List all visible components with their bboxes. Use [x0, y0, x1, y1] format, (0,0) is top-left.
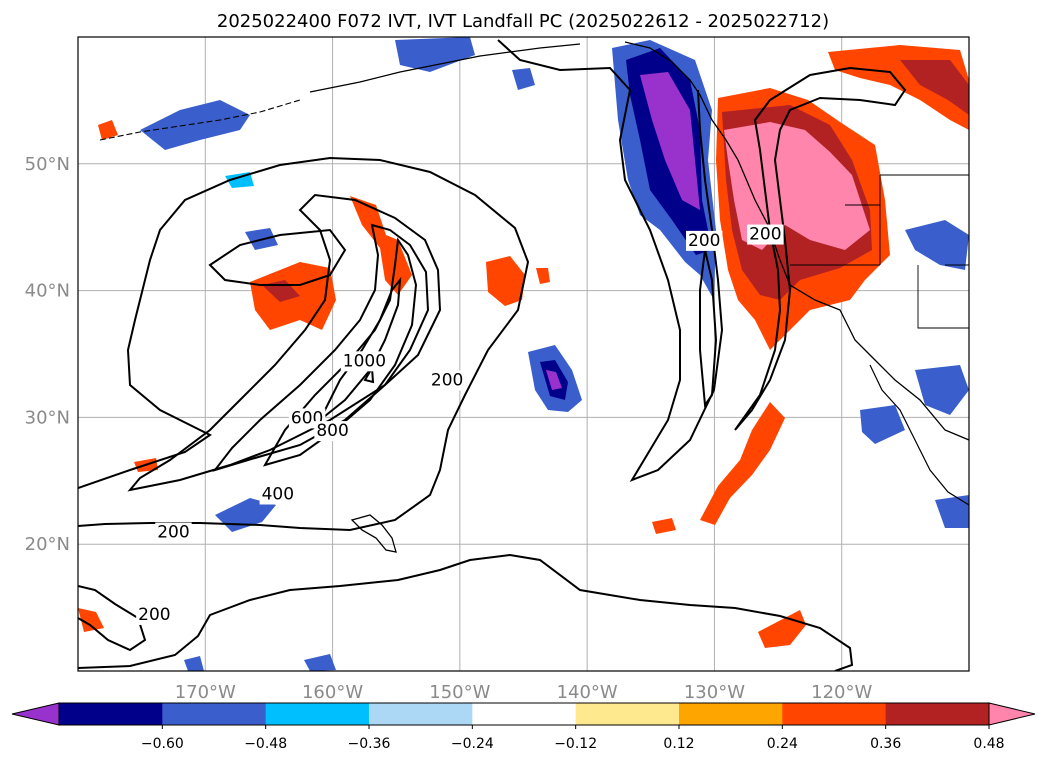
colorbar-tick-label-2: −0.36	[348, 736, 391, 752]
x-axis-ticks: 170°W 160°W 150°W 140°W 130°W 120°W	[175, 682, 873, 703]
colorbar-tick-label-3: −0.24	[451, 736, 494, 752]
colorbar-tick-label-6: 0.24	[767, 736, 798, 752]
positive-blob-9	[78, 608, 104, 632]
colorbar: −0.60 −0.48 −0.36 −0.24 −0.12 0.12 0.24 0.36 0.4…	[11, 702, 1036, 752]
contour-label-bg-1	[259, 484, 297, 505]
positive-blob-8	[98, 120, 118, 140]
contour-label-6: 200	[138, 605, 170, 625]
colorbar-swatch-0	[59, 703, 163, 725]
y-axis-ticks: 20°N 30°N 40°N 50°N	[25, 154, 70, 555]
coastline-baja	[869, 364, 969, 506]
x-tick-label-4: 130°W	[684, 682, 745, 703]
contour-label-bg-0	[155, 522, 192, 543]
ivt-contour-1000-inner	[363, 364, 375, 384]
contour-label-1: 400	[262, 484, 294, 504]
y-tick-label-0: 20°N	[25, 534, 70, 555]
contour-label-bg-3	[314, 421, 351, 442]
negative-blob-7	[935, 495, 969, 528]
positive-blob-2	[350, 196, 412, 295]
negative-blob-5	[915, 365, 969, 415]
contour-label-bg-7	[686, 230, 723, 251]
negative-blob-9	[512, 68, 535, 90]
colorbar-extend-min	[11, 702, 60, 726]
negative-blob-13	[184, 656, 204, 671]
ivt-contour-200-east-tongue	[699, 249, 718, 408]
negative-peak-pnw	[640, 72, 700, 210]
colorbar-tick-label-0: −0.60	[141, 736, 184, 752]
colorbar-swatch-1	[162, 703, 267, 725]
ivt-contour-800	[262, 237, 418, 467]
contour-label-7: 200	[688, 231, 720, 251]
colorbar-swatch-4	[472, 703, 577, 725]
positive-blob-4	[536, 268, 550, 284]
chart-title: 2025022400 F072 IVT, IVT Landfall PC (20…	[217, 11, 829, 32]
colorbar-tick-label-1: −0.48	[244, 736, 287, 752]
ivt-contour-200-east-arc	[497, 39, 724, 482]
colorbar-swatch-2	[265, 703, 370, 725]
contour-label-4: 1000	[343, 351, 386, 371]
ivt-contour-200-left	[208, 228, 347, 286]
contour-label-3: 800	[316, 421, 348, 441]
x-tick-label-1: 160°W	[302, 682, 363, 703]
contour-label-bg-5	[428, 370, 466, 391]
colorbar-tick-label-8: 0.48	[973, 736, 1004, 752]
coastline-alaska	[309, 43, 581, 93]
x-tick-label-3: 140°W	[557, 682, 618, 703]
colorbar-swatch-7	[782, 703, 887, 725]
colorbar-frame	[58, 702, 990, 726]
map-frame	[77, 36, 970, 672]
positive-core-north	[900, 60, 969, 115]
ivt-contour-200-south	[78, 553, 854, 671]
positive-blob-6	[652, 518, 676, 534]
negative-blob-2	[140, 100, 250, 150]
negative-blob-1-peak	[546, 370, 562, 390]
contour-label-8: 200	[749, 225, 781, 245]
state-borders	[790, 174, 969, 329]
contour-label-5: 200	[431, 370, 463, 390]
ivt-contour-200-west	[78, 156, 530, 532]
contour-label-bg-8	[747, 224, 784, 245]
positive-blob-5	[700, 402, 785, 525]
colorbar-swatch-5	[575, 703, 680, 725]
coastline-aleutians	[99, 99, 301, 141]
ivt-contour-200-southwest	[78, 585, 147, 652]
x-tick-label-2: 150°W	[429, 682, 490, 703]
y-tick-label-2: 40°N	[25, 281, 70, 302]
x-tick-label-5: 120°W	[811, 682, 872, 703]
colorbar-tick-label-5: 0.12	[663, 736, 694, 752]
positive-blob-3	[486, 256, 525, 306]
x-tick-label-0: 170°W	[175, 682, 236, 703]
negative-blob-8	[395, 37, 475, 72]
contour-label-0: 200	[157, 523, 189, 543]
colorbar-swatch-3	[369, 703, 473, 725]
colorbar-tick-label-4: −0.12	[554, 736, 597, 752]
contour-label-bg-4	[340, 351, 389, 372]
negative-blob-4	[860, 405, 905, 444]
colorbar-extend-max	[988, 702, 1036, 726]
ivt-contour-600	[212, 223, 430, 472]
hawaii-islands	[350, 514, 397, 553]
ivt-contour-200-east-right	[734, 66, 907, 431]
negative-blob-6	[905, 220, 969, 270]
colorbar-swatch-6	[679, 703, 783, 725]
negative-blob-12	[304, 654, 336, 671]
contour-label-bg-6	[136, 604, 173, 625]
colorbar-tick-label-7: 0.36	[870, 736, 901, 752]
colorbar-swatch-8	[885, 703, 990, 725]
y-tick-label-1: 30°N	[25, 407, 70, 428]
y-tick-label-3: 50°N	[25, 154, 70, 175]
